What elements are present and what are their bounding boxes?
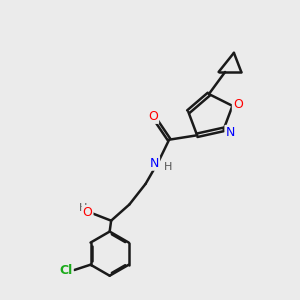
Text: O: O [82,206,92,219]
Text: H: H [164,162,172,172]
Text: O: O [148,110,158,123]
Text: N: N [150,157,159,170]
Text: H: H [78,203,87,213]
Text: O: O [233,98,243,111]
Text: N: N [225,126,235,139]
Text: Cl: Cl [59,264,73,277]
